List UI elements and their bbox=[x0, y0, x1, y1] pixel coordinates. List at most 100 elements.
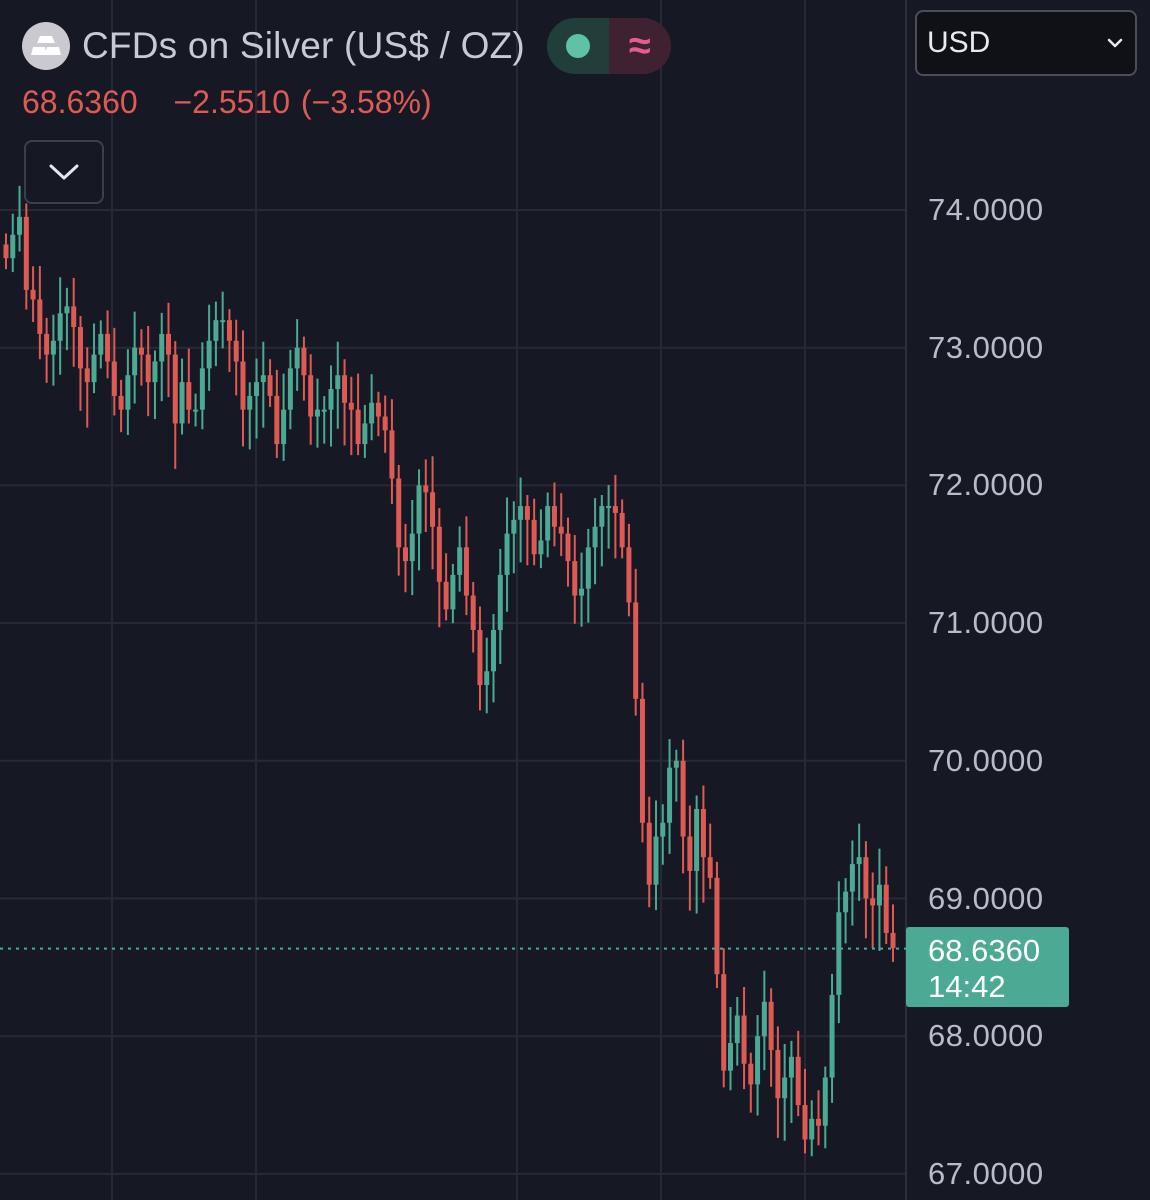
candle-body bbox=[98, 333, 104, 355]
candle-body bbox=[328, 389, 334, 410]
candle-body bbox=[788, 1056, 794, 1078]
candle-body bbox=[44, 333, 50, 355]
candle-body bbox=[172, 354, 178, 424]
candle-body bbox=[714, 877, 720, 975]
candle-body bbox=[477, 629, 483, 686]
candle-body bbox=[348, 402, 354, 410]
candle-body bbox=[484, 671, 490, 686]
candle-body bbox=[545, 506, 551, 541]
candle-body bbox=[321, 409, 327, 412]
candle-body bbox=[551, 506, 557, 527]
candle-body bbox=[308, 375, 314, 417]
candle-body bbox=[531, 519, 537, 555]
price-axis-tick: 74.0000 bbox=[928, 192, 1044, 227]
candle-body bbox=[795, 1056, 801, 1106]
price-axis-tick: 67.0000 bbox=[928, 1155, 1044, 1191]
price-axis-tick: 72.0000 bbox=[928, 467, 1044, 503]
candle-body bbox=[457, 547, 463, 575]
currency-select[interactable]: USD bbox=[915, 10, 1137, 76]
candle-body bbox=[585, 547, 591, 589]
candle-body bbox=[592, 526, 598, 548]
candle-body bbox=[423, 485, 429, 493]
candle-body bbox=[639, 698, 645, 823]
candle-body bbox=[226, 320, 232, 341]
candle-body bbox=[206, 340, 212, 369]
candle-body bbox=[179, 382, 185, 424]
candle-body bbox=[375, 402, 381, 417]
candle-body bbox=[497, 574, 503, 630]
candle-body bbox=[132, 347, 138, 376]
silver-bars-icon bbox=[22, 22, 70, 70]
candle-body bbox=[50, 340, 56, 355]
candle-body bbox=[633, 602, 639, 699]
candle-body bbox=[91, 354, 97, 383]
candle-body bbox=[565, 533, 571, 562]
candle-body bbox=[430, 492, 436, 527]
candle-body bbox=[118, 395, 124, 410]
price-axis-tick: 69.0000 bbox=[928, 880, 1044, 916]
candle-body bbox=[125, 375, 131, 410]
candle-body bbox=[626, 547, 632, 603]
price-axis-tick: 71.0000 bbox=[928, 605, 1044, 641]
market-status-toggle[interactable]: ≈ bbox=[546, 18, 671, 74]
candle-body bbox=[382, 416, 388, 431]
candle-body bbox=[247, 395, 253, 410]
candle-body bbox=[802, 1105, 808, 1140]
candle-body bbox=[10, 234, 16, 259]
bar-countdown: 14:42 bbox=[928, 969, 1006, 1004]
candle-body bbox=[673, 760, 679, 768]
price-change-percent: (−3.58%) bbox=[300, 84, 432, 120]
candle-body bbox=[389, 430, 395, 479]
symbol-header[interactable]: CFDs on Silver (US$ / OZ) ≈ bbox=[22, 18, 671, 74]
chevron-down-icon bbox=[1107, 38, 1123, 48]
candle-body bbox=[294, 347, 300, 369]
candle-body bbox=[213, 320, 219, 341]
candle-body bbox=[145, 354, 151, 383]
candle-body bbox=[653, 836, 659, 885]
candle-body bbox=[443, 581, 449, 610]
candle-body bbox=[700, 808, 706, 858]
candle-body bbox=[775, 1049, 781, 1099]
chevron-down-icon bbox=[49, 164, 79, 180]
candle-body bbox=[138, 347, 144, 355]
candle-body bbox=[105, 333, 111, 362]
candle-body bbox=[755, 1036, 761, 1085]
candle-body bbox=[17, 216, 23, 235]
candle-body bbox=[159, 333, 165, 362]
last-price-value: 68.6360 bbox=[22, 84, 138, 120]
candle-body bbox=[287, 368, 293, 410]
candle-body bbox=[660, 822, 666, 837]
candle-body bbox=[436, 526, 442, 582]
candle-body bbox=[687, 836, 693, 871]
candle-body bbox=[355, 409, 361, 445]
candle-body bbox=[761, 1001, 767, 1037]
candle-body bbox=[707, 857, 713, 878]
price-axis-tick: 70.0000 bbox=[928, 742, 1044, 778]
last-price-tag-value: 68.6360 bbox=[928, 933, 1041, 968]
candle-body bbox=[416, 485, 422, 534]
candle-body bbox=[254, 382, 260, 396]
collapse-legend-button[interactable] bbox=[24, 140, 104, 204]
candle-body bbox=[152, 361, 158, 383]
candle-body bbox=[301, 347, 307, 376]
candle-body bbox=[816, 1118, 822, 1126]
currency-value: USD bbox=[927, 26, 991, 59]
symbol-title[interactable]: CFDs on Silver (US$ / OZ) bbox=[82, 25, 525, 66]
candle-body bbox=[511, 519, 517, 534]
candle-body bbox=[843, 891, 849, 913]
candle-body bbox=[281, 409, 287, 445]
candle-body bbox=[721, 974, 727, 1071]
candles-layer bbox=[3, 185, 896, 1157]
candle-body bbox=[822, 1077, 828, 1126]
candle-body bbox=[538, 540, 544, 555]
candle-body bbox=[37, 299, 43, 334]
market-status-segment[interactable] bbox=[546, 18, 609, 74]
candle-body bbox=[77, 327, 83, 369]
candle-body bbox=[240, 361, 246, 410]
price-axis-tick: 73.0000 bbox=[928, 329, 1044, 365]
approx-wave-icon[interactable]: ≈ bbox=[608, 18, 671, 74]
candle-body bbox=[849, 864, 855, 892]
market-open-dot-icon bbox=[565, 34, 590, 58]
candle-body bbox=[680, 760, 686, 837]
